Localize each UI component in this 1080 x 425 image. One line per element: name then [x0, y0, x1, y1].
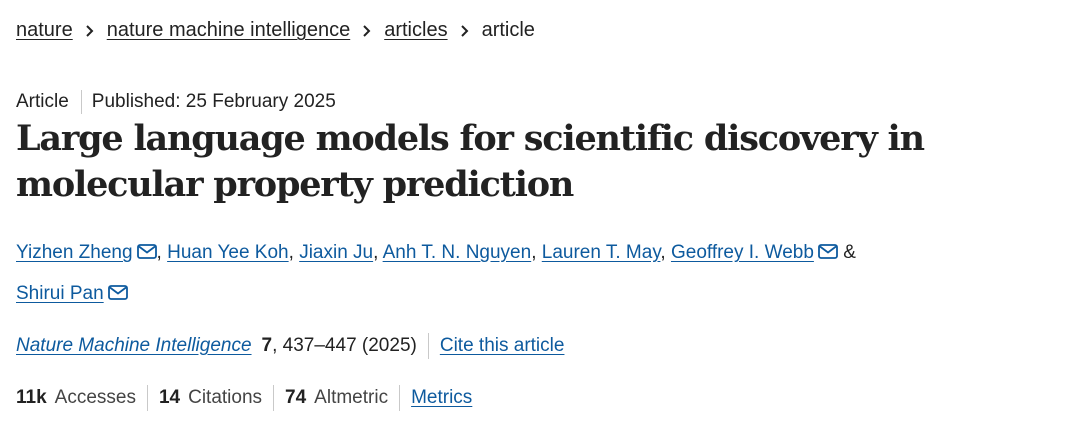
author-link[interactable]: Shirui Pan [16, 283, 104, 304]
author-separator: , [288, 242, 294, 263]
published-date: Published: 25 February 2025 [91, 91, 336, 112]
altmetric-label: Altmetric [314, 387, 389, 408]
meta-divider [80, 90, 82, 114]
metrics-divider [273, 385, 275, 411]
breadcrumb-nature[interactable]: nature [16, 19, 73, 41]
author-link[interactable]: Lauren T. May [541, 242, 661, 263]
chevron-right-icon [73, 17, 107, 43]
article-meta: Article Published: 25 February 2025 [16, 90, 336, 114]
title-line-2: molecular property prediction [16, 164, 574, 205]
author-separator: , [531, 242, 537, 263]
breadcrumb: nature nature machine intelligence artic… [16, 17, 535, 43]
metrics-divider [399, 385, 401, 411]
altmetric-value: 74 [285, 387, 307, 408]
breadcrumb-current: article [481, 19, 535, 41]
envelope-icon[interactable] [818, 234, 838, 274]
author-separator: , [156, 242, 162, 263]
author-separator: , [373, 242, 379, 263]
volume: 7 [261, 335, 273, 356]
citations-value: 14 [158, 387, 181, 408]
author-link[interactable]: Yizhen Zheng [16, 242, 133, 263]
chevron-right-icon [448, 17, 482, 43]
metrics-bar: 11k Accesses 14 Citations 74 Altmetric M… [16, 385, 472, 411]
author-link[interactable]: Huan Yee Koh [167, 242, 289, 263]
author-link[interactable]: Anh T. N. Nguyen [382, 242, 532, 263]
chevron-right-icon [350, 17, 384, 43]
author-separator: , [660, 242, 666, 263]
author-link[interactable]: Geoffrey I. Webb [670, 242, 814, 263]
author-ampersand: & [843, 242, 856, 263]
breadcrumb-journal[interactable]: nature machine intelligence [106, 19, 351, 41]
accesses-value: 11k [16, 387, 47, 408]
page-title: Large language models for scientific dis… [16, 116, 1016, 208]
pages-year: , 437–447 (2025) [272, 335, 417, 356]
journal-link[interactable]: Nature Machine Intelligence [16, 335, 252, 356]
title-line-1: Large language models for scientific dis… [16, 118, 925, 159]
metrics-link[interactable]: Metrics [411, 387, 473, 408]
accesses-label: Accesses [54, 387, 136, 408]
citation-line: Nature Machine Intelligence 7, 437–447 (… [16, 333, 564, 359]
breadcrumb-articles[interactable]: articles [384, 19, 448, 41]
citations-label: Citations [188, 387, 263, 408]
article-type: Article [16, 91, 69, 112]
author-link[interactable]: Jiaxin Ju [299, 242, 374, 263]
cite-this-article-link[interactable]: Cite this article [439, 335, 565, 356]
envelope-icon[interactable] [107, 275, 128, 315]
citation-divider [427, 333, 429, 359]
author-list: Yizhen Zheng, Huan Yee Koh, Jiaxin Ju, A… [16, 233, 1056, 315]
envelope-icon[interactable] [136, 234, 157, 274]
metrics-divider [146, 385, 148, 411]
